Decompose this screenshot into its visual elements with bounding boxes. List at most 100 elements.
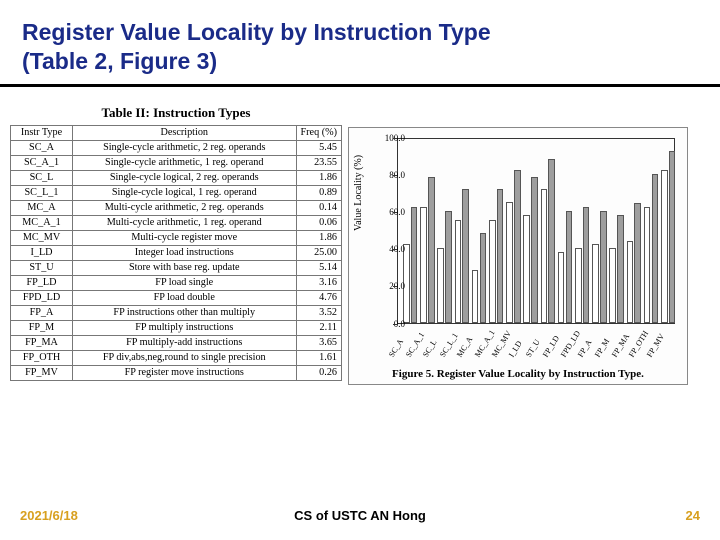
chart-bar xyxy=(480,233,487,322)
chart-ytick-label: 100.0 xyxy=(375,133,405,143)
table-cell: FP multiply instructions xyxy=(73,320,297,335)
chart-bar xyxy=(575,248,582,322)
table-cell: Multi-cycle arithmetic, 2 reg. operands xyxy=(73,200,297,215)
table-head: Instr TypeDescriptionFreq (%) xyxy=(11,125,342,140)
chart-bar xyxy=(420,207,427,322)
table-cell: FP register move instructions xyxy=(73,365,297,380)
chart-xtick-label: FP_LD xyxy=(541,334,561,359)
chart-ytick xyxy=(393,212,397,213)
table-cell: SC_A_1 xyxy=(11,155,73,170)
slide-title: Register Value Locality by Instruction T… xyxy=(22,18,698,76)
chart-bar xyxy=(506,202,513,323)
chart-bar xyxy=(531,177,538,322)
table-row: ST_UStore with base reg. update5.14 xyxy=(11,260,342,275)
chart-bar xyxy=(437,248,444,322)
table-row: SC_A_1Single-cycle arithmetic, 1 reg. op… xyxy=(11,155,342,170)
table-cell: Multi-cycle arithmetic, 1 reg. operand xyxy=(73,215,297,230)
chart-bar xyxy=(489,220,496,322)
chart-ytick xyxy=(393,249,397,250)
footer-page-number: 24 xyxy=(686,508,700,523)
table-cell: 23.55 xyxy=(296,155,342,170)
table-cell: MC_A xyxy=(11,200,73,215)
table-cell: MC_MV xyxy=(11,230,73,245)
table-cell: 0.89 xyxy=(296,185,342,200)
title-line-2: (Table 2, Figure 3) xyxy=(22,48,217,74)
title-line-1: Register Value Locality by Instruction T… xyxy=(22,19,491,45)
table-cell: SC_L xyxy=(11,170,73,185)
table-cell: 4.76 xyxy=(296,290,342,305)
chart-bar xyxy=(514,170,521,323)
table-column: Table II: Instruction Types Instr TypeDe… xyxy=(10,105,342,385)
table-cell: FPD_LD xyxy=(11,290,73,305)
chart-ytick-label: 40.0 xyxy=(375,244,405,254)
table-cell: I_LD xyxy=(11,245,73,260)
table-cell: FP instructions other than multiply xyxy=(73,305,297,320)
chart-bar xyxy=(445,211,452,323)
instruction-types-table: Instr TypeDescriptionFreq (%) SC_ASingle… xyxy=(10,125,342,381)
table-cell: 5.45 xyxy=(296,140,342,155)
table-header-cell: Instr Type xyxy=(11,125,73,140)
table-cell: 25.00 xyxy=(296,245,342,260)
table-caption: Table II: Instruction Types xyxy=(10,105,342,121)
table-row: SC_LSingle-cycle logical, 2 reg. operand… xyxy=(11,170,342,185)
table-row: MC_AMulti-cycle arithmetic, 2 reg. opera… xyxy=(11,200,342,215)
chart-ytick-label: 20.0 xyxy=(375,281,405,291)
chart-bar xyxy=(583,207,590,322)
table-cell: FP_OTH xyxy=(11,350,73,365)
chart-bar xyxy=(617,215,624,323)
table-cell: ST_U xyxy=(11,260,73,275)
chart-bar xyxy=(411,207,418,322)
table-row: FP_MAFP multiply-add instructions3.65 xyxy=(11,335,342,350)
chart-bar xyxy=(644,207,651,322)
table-row: I_LDInteger load instructions25.00 xyxy=(11,245,342,260)
chart-bar xyxy=(462,189,469,323)
table-cell: FP_MA xyxy=(11,335,73,350)
table-cell: FP_LD xyxy=(11,275,73,290)
content-row: Table II: Instruction Types Instr TypeDe… xyxy=(0,105,720,385)
chart-ytick-label: 60.0 xyxy=(375,207,405,217)
chart-plot-area xyxy=(397,138,675,324)
table-cell: Single-cycle logical, 2 reg. operands xyxy=(73,170,297,185)
chart-bar xyxy=(558,252,565,323)
chart-bar xyxy=(592,244,599,322)
chart-xtick-label: SC_L xyxy=(421,338,439,359)
chart-bar xyxy=(600,211,607,323)
table-cell: Single-cycle arithmetic, 2 reg. operands xyxy=(73,140,297,155)
table-cell: FP_M xyxy=(11,320,73,335)
table-cell: 1.86 xyxy=(296,170,342,185)
table-cell: FP load double xyxy=(73,290,297,305)
table-cell: Integer load instructions xyxy=(73,245,297,260)
table-cell: Single-cycle logical, 1 reg. operand xyxy=(73,185,297,200)
table-cell: 5.14 xyxy=(296,260,342,275)
table-cell: FP div,abs,neg,round to single precision xyxy=(73,350,297,365)
table-cell: 1.86 xyxy=(296,230,342,245)
chart-ytick xyxy=(393,286,397,287)
chart-bar xyxy=(566,211,573,323)
chart-ytick-label: 80.0 xyxy=(375,170,405,180)
table-body: SC_ASingle-cycle arithmetic, 2 reg. oper… xyxy=(11,140,342,380)
table-cell: MC_A_1 xyxy=(11,215,73,230)
chart-caption: Figure 5. Register Value Locality by Ins… xyxy=(349,368,687,380)
chart-bar xyxy=(669,151,676,322)
chart-xtick-label: FP_A xyxy=(576,338,594,359)
slide-footer: 2021/6/18 CS of USTC AN Hong 24 xyxy=(0,508,720,528)
table-row: MC_MVMulti-cycle register move1.86 xyxy=(11,230,342,245)
table-row: FP_OTHFP div,abs,neg,round to single pre… xyxy=(11,350,342,365)
table-cell: Store with base reg. update xyxy=(73,260,297,275)
table-row: FPD_LDFP load double4.76 xyxy=(11,290,342,305)
chart-bar xyxy=(523,215,530,323)
table-cell: Single-cycle arithmetic, 1 reg. operand xyxy=(73,155,297,170)
table-cell: FP_MV xyxy=(11,365,73,380)
chart-ytick xyxy=(393,175,397,176)
chart-bar xyxy=(661,170,668,323)
table-cell: SC_A xyxy=(11,140,73,155)
table-cell: 1.61 xyxy=(296,350,342,365)
table-row: SC_L_1Single-cycle logical, 1 reg. opera… xyxy=(11,185,342,200)
chart-y-axis-label: Value Locality (%) xyxy=(353,154,364,230)
footer-center: CS of USTC AN Hong xyxy=(0,508,720,523)
chart-ytick-label: 0.0 xyxy=(375,319,405,329)
table-header-cell: Freq (%) xyxy=(296,125,342,140)
chart-bar xyxy=(472,270,479,322)
table-cell: 0.14 xyxy=(296,200,342,215)
slide-title-block: Register Value Locality by Instruction T… xyxy=(0,0,720,87)
